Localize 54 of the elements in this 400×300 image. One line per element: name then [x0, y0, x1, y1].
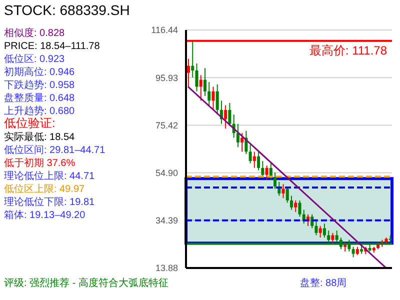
- text: 实际最低: 18.54: [4, 131, 76, 143]
- text: 盘整质量: 0.648: [4, 92, 76, 104]
- candlestick: [294, 200, 298, 213]
- candlestick: [203, 68, 206, 96]
- text: STOCK: 688339.SH: [4, 2, 130, 18]
- text: 下跌趋势: 0.958: [4, 79, 76, 91]
- y-tick-label: 116.44: [151, 25, 178, 36]
- candlestick: [236, 123, 240, 148]
- candlestick: [240, 132, 244, 152]
- text: 低位区间: 29.81–44.71: [4, 144, 106, 156]
- candlestick: [265, 165, 268, 180]
- text: 盘整: 88周: [300, 277, 347, 289]
- y-tick-label: 13.88: [155, 263, 178, 274]
- candlestick: [199, 74, 202, 102]
- candlestick: [360, 244, 364, 254]
- candlestick: [228, 102, 232, 127]
- text: 评级: 强烈推荐 - 高度符合大弧底特征: [4, 277, 168, 289]
- candlestick: [282, 184, 285, 199]
- candlestick: [212, 86, 215, 110]
- text: 低位验证:: [4, 116, 56, 130]
- ref-line-label: 最高价: 111.78: [309, 43, 388, 58]
- candlestick: [191, 40, 194, 78]
- candlestick: [224, 104, 228, 129]
- text: 低位区: 0.923: [4, 53, 66, 65]
- candlestick: [195, 63, 198, 92]
- text: 理论低位上限: 44.71: [4, 170, 96, 182]
- y-tick-label: 95.93: [155, 72, 178, 83]
- candlestick: [216, 84, 219, 116]
- text: 相似度: 0.828: [4, 27, 66, 39]
- candlestick: [261, 160, 264, 178]
- text: 箱体: 19.13–49.20: [4, 209, 86, 221]
- candlestick: [286, 186, 289, 204]
- candlestick: [290, 195, 293, 210]
- y-tick-label: 34.39: [155, 216, 178, 226]
- text: 低位区上限: 49.97: [4, 183, 86, 195]
- text: 低于初期 37.6%: [4, 157, 76, 169]
- text: 初期高位: 0.946: [4, 66, 76, 78]
- y-tick-label: 75.42: [155, 120, 178, 130]
- text: PRICE: 18.54–111.78: [4, 41, 100, 52]
- candlestick: [252, 151, 256, 168]
- candlestick: [248, 144, 252, 164]
- candlestick: [257, 151, 260, 171]
- candlestick: [298, 200, 302, 218]
- candlestick: [352, 246, 355, 258]
- candlestick: [318, 225, 322, 238]
- text: 上升趋势: 0.680: [4, 105, 76, 117]
- candlestick: [314, 220, 318, 236]
- candlestick: [344, 242, 347, 252]
- y-tick-label: 54.90: [155, 168, 178, 178]
- candlestick: [208, 82, 211, 106]
- text: 理论低位下限: 19.81: [4, 196, 96, 208]
- candlestick: [274, 172, 277, 190]
- candlestick: [322, 223, 326, 238]
- candlestick: [187, 58, 190, 88]
